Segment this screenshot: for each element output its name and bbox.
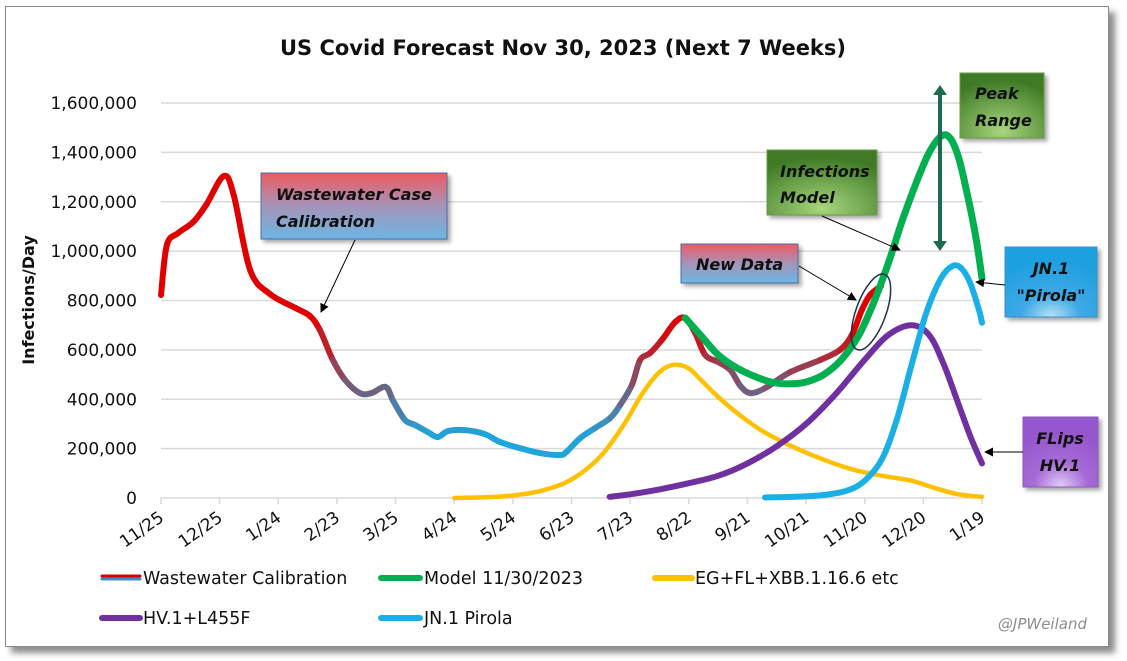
annotation-infections-model: Infections Model — [766, 149, 901, 251]
legend-label-model: Model 11/30/2023 — [424, 569, 583, 589]
y-axis-ticks: 0 200,000 400,000 600,000 800,000 1,000,000 1,… — [50, 94, 137, 509]
x-tick-label: 5/24 — [477, 508, 520, 546]
annotation-text-infections-2: Model — [780, 188, 835, 207]
annotation-flips: FLips HV.1 — [984, 416, 1099, 488]
series-segment-wastewater — [220, 172, 237, 199]
annotation-wastewater: Wastewater Case Calibration — [260, 172, 448, 313]
legend-item-wastewater[interactable]: Wastewater Calibration — [100, 569, 347, 589]
series-segment-wastewater — [817, 346, 844, 363]
x-tick-label: 1/19 — [946, 508, 989, 546]
annotation-box-wastewater — [260, 172, 448, 240]
series-segment-wastewater — [329, 356, 349, 383]
y-tick-label: 1,600,000 — [50, 94, 137, 114]
series-segment-wastewater — [617, 381, 635, 408]
legend-item-hv1[interactable]: HV.1+L455F — [99, 609, 250, 629]
legend-item-model[interactable]: Model 11/30/2023 — [378, 569, 583, 589]
annotation-new-data: New Data — [680, 243, 892, 351]
annotation-peak-range: Peak Range — [933, 72, 1045, 251]
annotation-text-wastewater-2: Calibration — [276, 212, 375, 231]
legend-label-wastewater: Wastewater Calibration — [143, 569, 347, 589]
series-segment-wastewater — [230, 192, 254, 274]
series-segment-wastewater — [190, 201, 210, 225]
annotation-box-peak-range — [959, 72, 1045, 139]
y-tick-label: 200,000 — [67, 440, 137, 460]
series-segment-wastewater — [658, 318, 679, 343]
x-tick-label: 2/23 — [301, 508, 344, 546]
series-segment-wastewater — [316, 327, 336, 363]
annotation-text-jn1-2: "Pirola" — [1016, 286, 1085, 305]
chart-title: US Covid Forecast Nov 30, 2023 (Next 7 W… — [280, 36, 846, 60]
new-data-ellipse — [850, 273, 892, 351]
y-tick-label: 1,400,000 — [50, 143, 137, 163]
x-tick-label: 12/25 — [175, 508, 227, 552]
series-eg-fl-xbb-1-16-6-etc — [451, 362, 985, 501]
peak-range-arrow-top — [933, 85, 947, 95]
series-segment-wastewater — [536, 450, 563, 459]
y-tick-label: 400,000 — [67, 390, 137, 410]
legend-label-eg-fl-xbb: EG+FL+XBB.1.16.6 etc — [695, 569, 899, 589]
y-axis-label: Infections/Day — [19, 235, 38, 365]
series-segment-wastewater — [158, 241, 170, 299]
series-segment-wastewater — [496, 438, 523, 452]
x-tick-label: 3/25 — [360, 508, 403, 546]
series-segment-wastewater — [461, 427, 488, 438]
annotation-text-peak-2: Range — [975, 111, 1032, 130]
legend-label-hv1: HV.1+L455F — [143, 609, 250, 629]
series-jn-1-pirola — [762, 262, 985, 501]
x-tick-label: 6/23 — [536, 508, 579, 546]
annotation-text-infections-1: Infections — [780, 162, 870, 181]
legend-label-jn1: JN.1 Pirola — [423, 609, 513, 629]
x-tick-label: 7/23 — [594, 508, 637, 546]
annotation-box-new-data — [680, 243, 799, 284]
annotation-text-new-data: New Data — [696, 255, 783, 274]
series-segment-wastewater — [247, 267, 274, 298]
series-segment-wastewater — [203, 173, 227, 208]
x-tick-label: 11/20 — [820, 508, 872, 552]
annotation-text-peak-1: Peak — [975, 84, 1020, 103]
series-segment-wastewater — [628, 356, 644, 388]
y-tick-label: 1,200,000 — [50, 193, 137, 213]
peak-range-arrow-bottom — [933, 241, 947, 251]
x-tick-label: 9/21 — [712, 508, 755, 546]
y-tick-label: 1,000,000 — [50, 242, 137, 262]
credit-text: @JPWeiland — [998, 615, 1088, 633]
series-model-11-30-2023 — [681, 131, 986, 388]
x-tick-label: 10/21 — [761, 508, 813, 552]
x-tick-label: 12/20 — [879, 508, 931, 552]
legend: Wastewater Calibration Model 11/30/2023 … — [99, 569, 899, 629]
annotation-arrow-jn1 — [975, 278, 1006, 288]
annotation-box-infections-model — [766, 149, 878, 216]
annotation-box-flips — [1022, 416, 1099, 488]
y-tick-label: 800,000 — [67, 292, 137, 312]
x-tick-label: 8/22 — [653, 508, 696, 546]
annotation-text-flips-2: HV.1 — [1040, 456, 1081, 475]
annotation-text-flips-1: FLips — [1036, 429, 1084, 448]
series-lines — [158, 131, 986, 501]
legend-item-eg-fl-xbb[interactable]: EG+FL+XBB.1.16.6 etc — [652, 569, 899, 589]
x-tick-label: 11/25 — [116, 508, 168, 552]
y-tick-label: 0 — [126, 489, 137, 509]
annotation-box-jn1 — [1004, 246, 1098, 318]
legend-item-jn1[interactable]: JN.1 Pirola — [378, 609, 513, 629]
series-segment-wastewater — [787, 356, 824, 376]
annotation-text-wastewater-1: Wastewater Case — [276, 185, 432, 204]
annotation-arrow-new-data — [798, 265, 857, 301]
annotation-arrow-wastewater — [320, 239, 356, 313]
series-segment-wastewater — [390, 397, 408, 423]
x-axis: 11/25 12/25 1/24 2/23 3/25 4/24 5/24 6/23 7/23 8/… — [116, 498, 989, 552]
x-tick-label: 4/24 — [418, 508, 461, 546]
annotation-arrow-infections-model — [821, 215, 901, 251]
annotation-jn1: JN.1 "Pirola" — [975, 246, 1098, 318]
y-tick-label: 600,000 — [67, 341, 137, 361]
x-tick-label: 1/24 — [242, 508, 285, 546]
annotation-text-jn1-1: JN.1 — [1030, 259, 1070, 278]
series-hv-1-l455f — [606, 322, 985, 500]
